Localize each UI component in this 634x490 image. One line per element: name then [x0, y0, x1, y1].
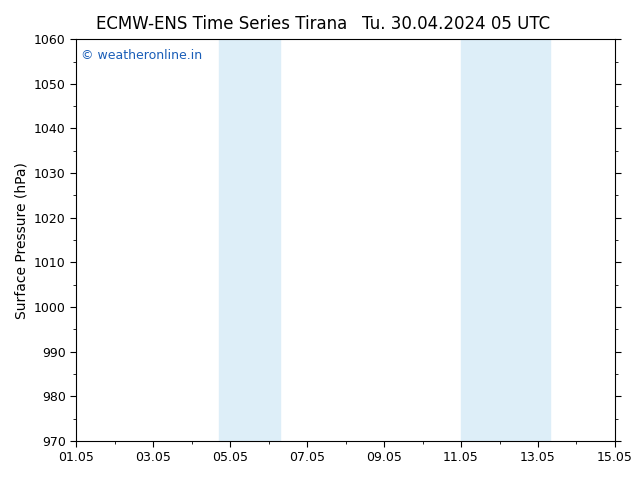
Bar: [461, 39, 550, 441]
Text: © weatheronline.in: © weatheronline.in: [81, 49, 203, 62]
Text: Tu. 30.04.2024 05 UTC: Tu. 30.04.2024 05 UTC: [363, 15, 550, 33]
Bar: [219, 39, 280, 441]
Y-axis label: Surface Pressure (hPa): Surface Pressure (hPa): [14, 162, 29, 318]
Text: ECMW-ENS Time Series Tirana: ECMW-ENS Time Series Tirana: [96, 15, 347, 33]
